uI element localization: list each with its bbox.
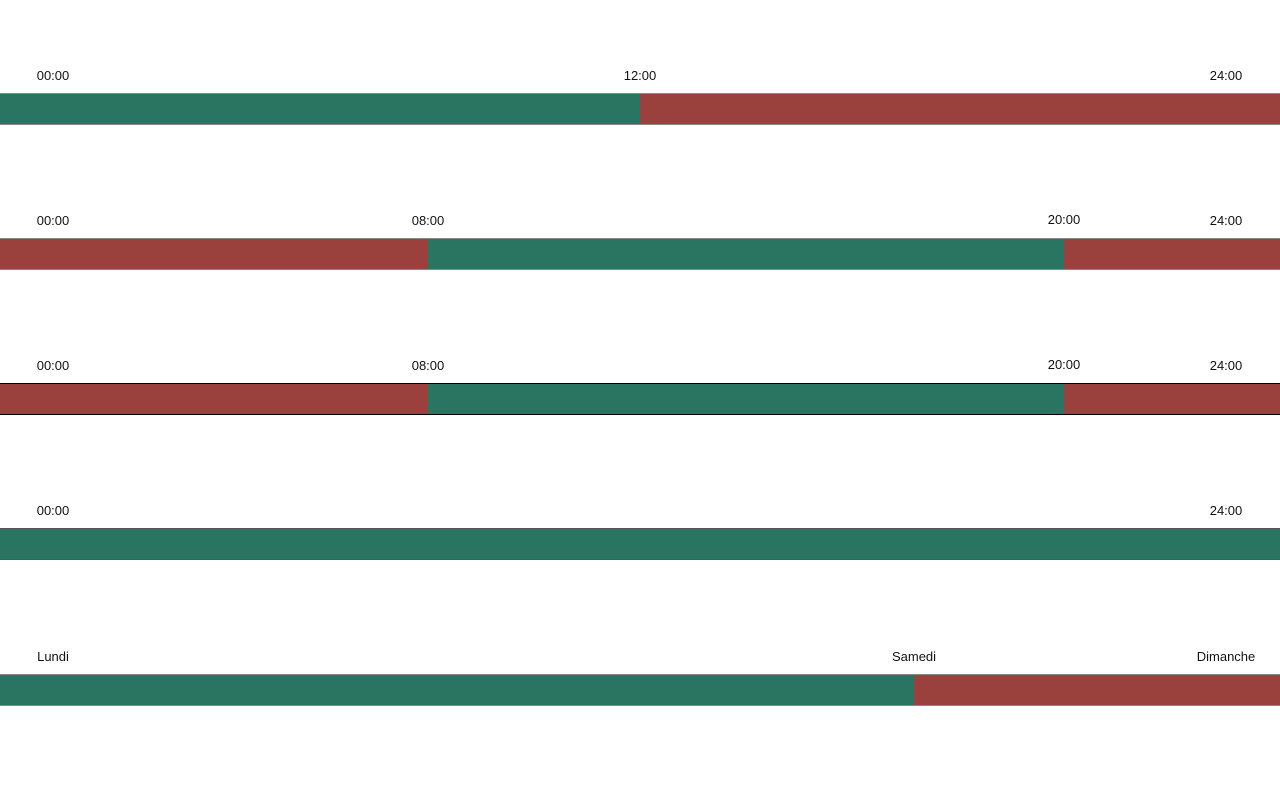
open-segment bbox=[428, 384, 1064, 414]
schedule-bar bbox=[0, 528, 1280, 560]
time-label: 24:00 bbox=[1209, 68, 1243, 83]
closed-segment bbox=[914, 675, 1280, 705]
closed-segment bbox=[640, 94, 1280, 124]
closed-segment bbox=[1064, 384, 1280, 414]
day-label: Dimanche bbox=[1196, 649, 1256, 664]
time-label: 08:00 bbox=[411, 213, 445, 228]
schedule-bar bbox=[0, 383, 1280, 415]
time-label: 20:00 bbox=[1047, 357, 1081, 372]
schedule-bar bbox=[0, 674, 1280, 706]
day-label: Lundi bbox=[37, 649, 69, 664]
open-segment bbox=[428, 239, 1064, 269]
time-label: 00:00 bbox=[36, 503, 70, 518]
open-segment bbox=[0, 94, 640, 124]
closed-segment bbox=[1064, 239, 1280, 269]
closed-segment bbox=[0, 384, 428, 414]
time-label: 24:00 bbox=[1209, 503, 1243, 518]
day-label: Samedi bbox=[891, 649, 937, 664]
closed-segment bbox=[0, 239, 428, 269]
time-label: 12:00 bbox=[623, 68, 657, 83]
time-label: 24:00 bbox=[1209, 358, 1243, 373]
time-label: 00:00 bbox=[36, 213, 70, 228]
time-label: 24:00 bbox=[1209, 213, 1243, 228]
time-label: 20:00 bbox=[1047, 212, 1081, 227]
time-label: 00:00 bbox=[36, 68, 70, 83]
time-label: 00:00 bbox=[36, 358, 70, 373]
open-segment bbox=[0, 529, 1280, 559]
time-label: 08:00 bbox=[411, 358, 445, 373]
schedule-bar bbox=[0, 93, 1280, 125]
schedule-bar bbox=[0, 238, 1280, 270]
open-segment bbox=[0, 675, 914, 705]
